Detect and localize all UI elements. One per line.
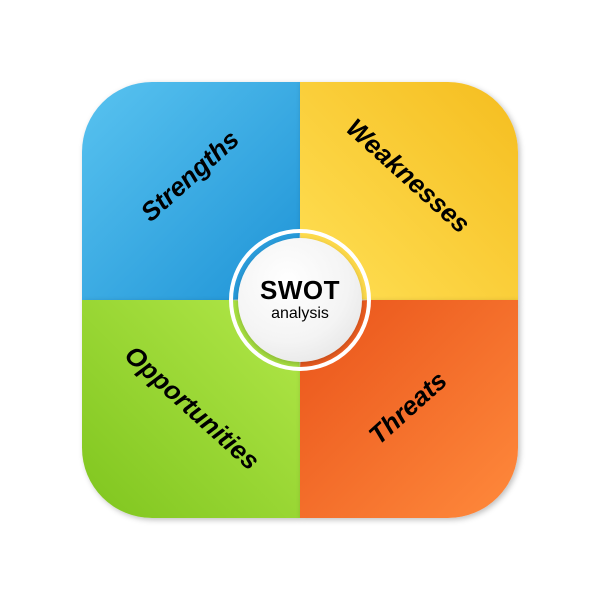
swot-diagram: Strengths Weaknesses Opportunities Threa… [0,0,600,600]
center-subtitle: analysis [271,305,329,323]
center-badge: SWOT analysis [238,238,362,362]
center-title: SWOT [260,277,340,303]
